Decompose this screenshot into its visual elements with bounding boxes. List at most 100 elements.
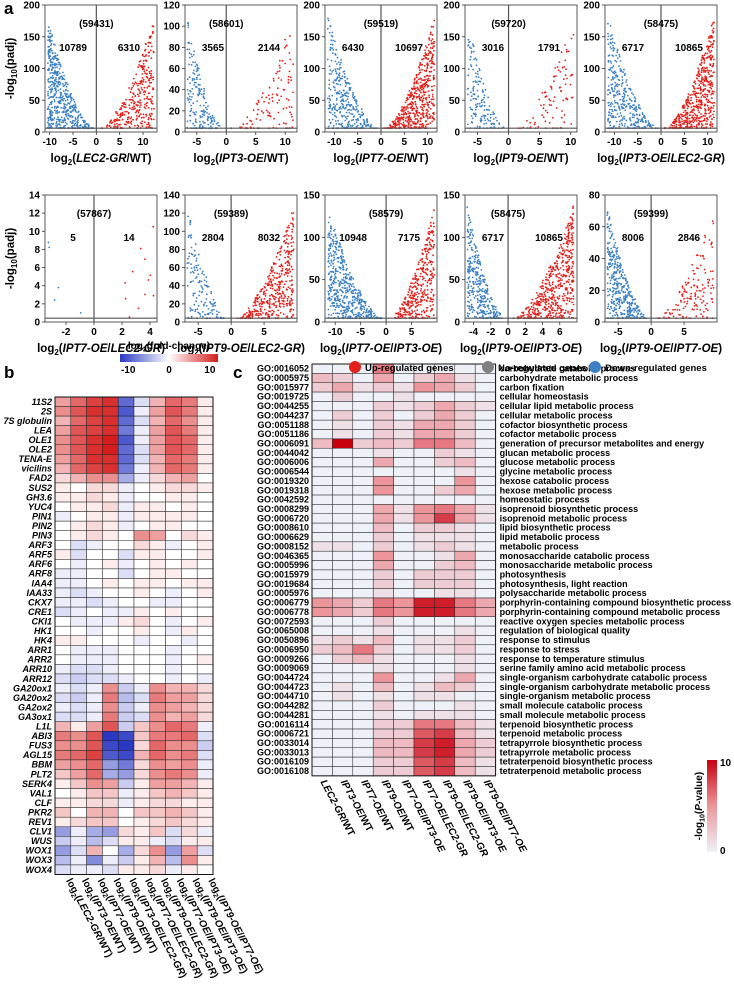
down-point: [189, 223, 192, 226]
up-point: [694, 114, 697, 116]
down-point: [208, 113, 211, 115]
down-point: [341, 286, 344, 289]
up-point: [554, 67, 556, 69]
down-point: [618, 83, 620, 86]
up-point: [427, 123, 430, 125]
down-point: [338, 304, 340, 307]
down-point: [487, 96, 489, 99]
down-point: [479, 125, 481, 128]
up-point: [137, 66, 140, 69]
up-point: [251, 123, 254, 126]
down-point: [607, 114, 610, 117]
up-point: [274, 300, 277, 303]
down-point: [193, 255, 196, 258]
up-point: [694, 80, 696, 83]
down-point: [203, 273, 205, 276]
down-point: [47, 30, 50, 33]
down-point: [485, 284, 487, 286]
down-point: [346, 77, 349, 80]
scatter-points: [326, 17, 436, 130]
down-point: [199, 125, 201, 128]
down-point: [192, 271, 195, 274]
up-point: [702, 69, 705, 71]
up-point: [430, 52, 432, 54]
down-point: [466, 312, 469, 314]
down-point: [474, 295, 477, 297]
up-point: [429, 50, 431, 53]
up-point: [413, 95, 415, 97]
up-point: [570, 37, 573, 40]
down-point: [610, 112, 613, 115]
down-point: [346, 98, 349, 101]
up-point: [291, 217, 294, 220]
down-point: [348, 123, 350, 126]
up-point: [690, 99, 692, 102]
down-point: [328, 65, 331, 68]
up-point: [687, 105, 690, 108]
down-point: [474, 97, 477, 100]
down-point: [76, 117, 79, 120]
down-point: [342, 297, 345, 299]
down-point: [338, 285, 341, 288]
down-point: [472, 88, 475, 90]
up-point: [431, 60, 434, 63]
down-point: [623, 87, 626, 90]
down-point: [610, 101, 613, 104]
down-point: [197, 83, 200, 86]
down-point: [635, 110, 638, 113]
up-point: [413, 85, 415, 88]
down-point: [335, 281, 337, 284]
up-point: [711, 55, 714, 57]
up-point: [427, 52, 430, 55]
down-point: [58, 81, 61, 84]
down-point: [474, 115, 477, 118]
down-point: [626, 84, 629, 86]
down-point: [609, 68, 611, 71]
down-point: [466, 300, 469, 303]
up-point: [285, 272, 288, 275]
down-point: [607, 59, 610, 62]
down-point: [331, 31, 334, 34]
up-point: [244, 313, 247, 316]
up-point: [130, 88, 133, 91]
down-point: [330, 288, 332, 291]
down-point: [66, 104, 68, 106]
up-point: [150, 102, 153, 104]
up-point: [430, 244, 432, 247]
down-point: [338, 312, 341, 315]
up-point: [285, 107, 288, 109]
up-point: [128, 87, 130, 89]
up-point: [147, 85, 150, 88]
down-point: [483, 96, 485, 99]
down-point: [207, 123, 210, 126]
down-point: [470, 64, 472, 66]
down-point: [72, 122, 74, 124]
down-point: [328, 79, 331, 81]
up-point: [286, 275, 289, 277]
down-point: [204, 110, 207, 113]
up-point: [150, 35, 152, 38]
down-point: [638, 118, 640, 121]
up-point: [144, 49, 146, 52]
down-point: [467, 266, 470, 268]
up-point: [417, 82, 419, 85]
up-point: [424, 49, 426, 51]
down-point: [186, 267, 189, 269]
up-point: [704, 93, 706, 96]
down-point: [203, 114, 206, 117]
down-point: [326, 58, 329, 61]
x-tick-label: -10: [328, 327, 343, 338]
up-point: [143, 116, 145, 119]
up-point: [416, 296, 419, 298]
down-point: [333, 256, 335, 259]
up-point: [705, 67, 707, 70]
up-point: [712, 93, 714, 95]
down-point: [203, 92, 205, 95]
up-point: [120, 107, 122, 109]
up-point: [136, 104, 139, 107]
down-point: [366, 121, 368, 124]
down-point: [50, 69, 53, 72]
up-point: [423, 54, 425, 57]
down-point: [63, 102, 65, 105]
up-point: [702, 83, 705, 86]
